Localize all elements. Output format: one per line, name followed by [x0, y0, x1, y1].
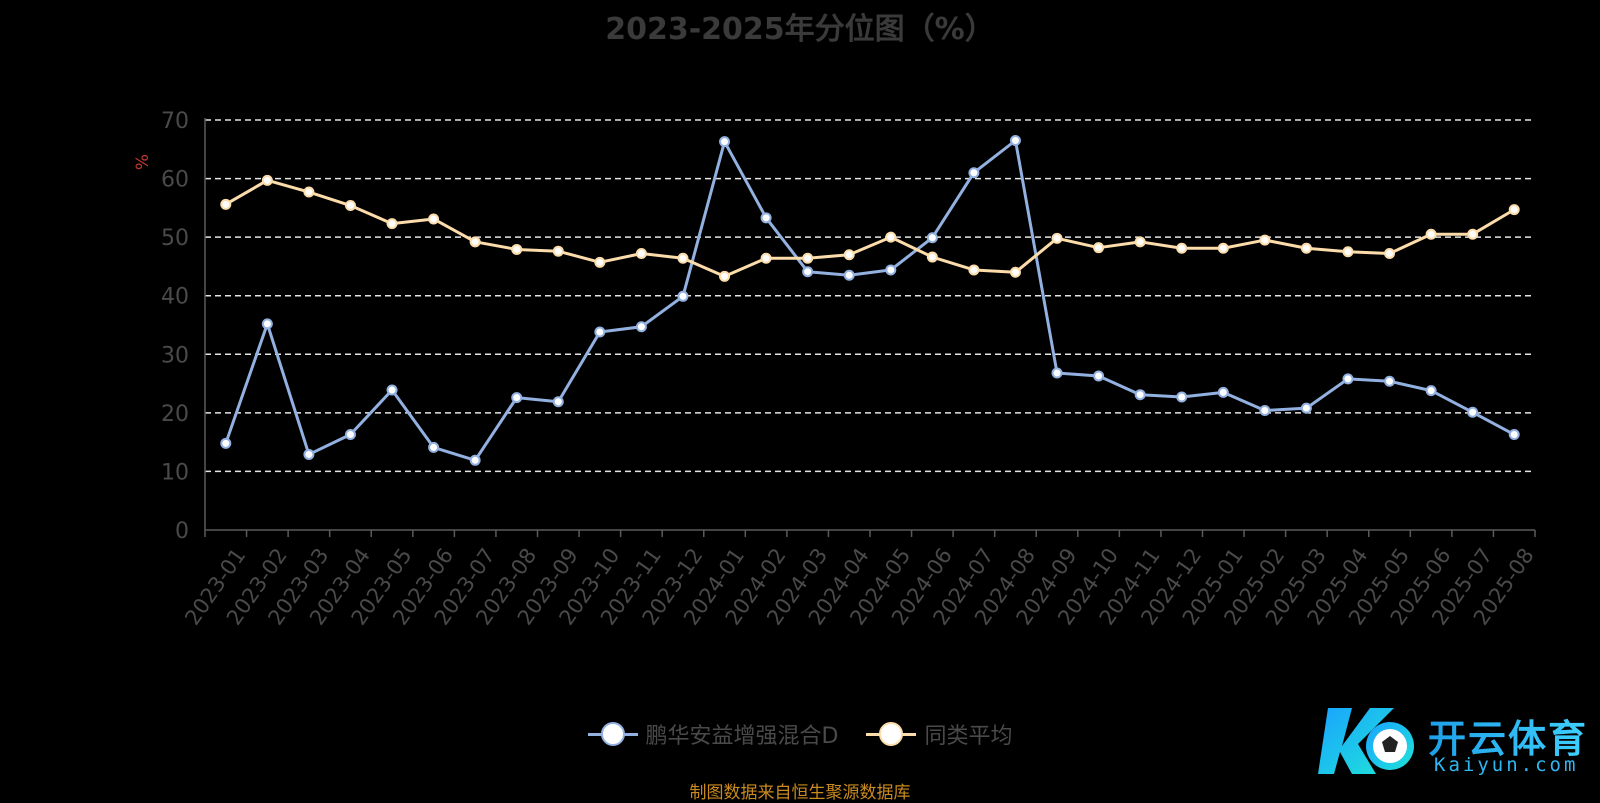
data-point-0[interactable]	[635, 321, 647, 333]
data-point-0[interactable]	[303, 448, 315, 460]
data-point-1[interactable]	[428, 213, 440, 225]
logo-text-en: Kaiyun.com	[1434, 754, 1579, 776]
data-point-1[interactable]	[1093, 242, 1105, 254]
legend-item-peer-average[interactable]: 同类平均	[866, 718, 1012, 750]
data-point-1[interactable]	[344, 200, 356, 212]
data-point-0[interactable]	[760, 212, 772, 224]
legend: 鹏华安益增强混合D 同类平均	[0, 718, 1600, 750]
data-point-1[interactable]	[386, 218, 398, 230]
data-point-1[interactable]	[552, 245, 564, 257]
data-point-0[interactable]	[1134, 389, 1146, 401]
logo-text-cn: 开云体育	[1428, 708, 1588, 763]
data-point-1[interactable]	[469, 236, 481, 248]
data-point-1[interactable]	[1425, 228, 1437, 240]
data-point-0[interactable]	[1009, 135, 1021, 146]
gridlines	[205, 119, 1535, 473]
y-tick-label: 40	[161, 285, 189, 310]
data-point-0[interactable]	[386, 384, 398, 396]
data-source-note: 制图数据来自恒生聚源数据库	[689, 783, 911, 803]
data-point-1[interactable]	[635, 248, 647, 260]
y-tick-label: 70	[161, 109, 189, 134]
legend-swatch-peer-average	[866, 722, 917, 746]
data-point-0[interactable]	[552, 396, 564, 408]
data-point-0[interactable]	[1051, 367, 1063, 379]
data-point-0[interactable]	[926, 232, 938, 244]
data-point-1[interactable]	[303, 186, 315, 198]
data-point-0[interactable]	[843, 269, 855, 281]
data-point-0[interactable]	[1176, 391, 1188, 403]
data-point-1[interactable]	[1009, 266, 1021, 278]
legend-label-peer-average: 同类平均	[924, 724, 1013, 749]
data-point-0[interactable]	[968, 167, 980, 179]
data-point-1[interactable]	[926, 251, 938, 263]
data-point-1[interactable]	[843, 249, 855, 261]
kaiyun-logo-icon	[1318, 708, 1414, 774]
y-tick-label: 10	[161, 460, 189, 485]
data-point-1[interactable]	[511, 243, 523, 255]
data-point-0[interactable]	[1508, 429, 1520, 441]
data-point-1[interactable]	[1176, 242, 1188, 254]
data-point-0[interactable]	[220, 437, 232, 449]
y-tick-label: 0	[175, 519, 189, 544]
data-point-1[interactable]	[1467, 228, 1479, 240]
data-point-0[interactable]	[1300, 402, 1312, 414]
data-point-0[interactable]	[469, 454, 481, 466]
data-point-0[interactable]	[344, 429, 356, 441]
kaiyun-logo: 开云体育 Kaiyun.com	[1318, 700, 1593, 780]
y-tick-label: 30	[161, 343, 189, 368]
data-point-1[interactable]	[1134, 236, 1146, 248]
data-point-1[interactable]	[760, 252, 772, 264]
data-point-0[interactable]	[1467, 406, 1479, 418]
data-point-0[interactable]	[802, 266, 814, 278]
data-point-1[interactable]	[677, 252, 689, 264]
chart-title: 2023-2025年分位图（%）	[605, 12, 995, 47]
data-point-0[interactable]	[1093, 370, 1105, 382]
data-point-0[interactable]	[885, 264, 897, 276]
data-point-1[interactable]	[1217, 242, 1229, 254]
data-point-1[interactable]	[594, 256, 606, 268]
data-point-0[interactable]	[511, 392, 523, 404]
legend-item-fund[interactable]: 鹏华安益增强混合D	[587, 718, 839, 750]
data-point-1[interactable]	[220, 198, 232, 210]
data-point-0[interactable]	[1342, 373, 1354, 385]
data-point-1[interactable]	[1259, 234, 1271, 246]
data-point-1[interactable]	[719, 270, 731, 282]
series	[220, 135, 1520, 466]
data-point-0[interactable]	[677, 290, 689, 302]
data-point-1[interactable]	[1300, 242, 1312, 254]
data-point-1[interactable]	[1051, 232, 1063, 244]
data-point-0[interactable]	[1425, 385, 1437, 397]
data-point-1[interactable]	[885, 231, 897, 243]
data-point-0[interactable]	[1259, 405, 1271, 417]
y-tick-label: 60	[161, 168, 189, 193]
data-point-1[interactable]	[1384, 248, 1396, 260]
data-point-1[interactable]	[261, 174, 273, 186]
data-point-0[interactable]	[1384, 375, 1396, 387]
series-line-0	[224, 139, 1515, 462]
legend-label-fund: 鹏华安益增强混合D	[645, 724, 839, 749]
data-point-0[interactable]	[594, 326, 606, 338]
data-point-0[interactable]	[1217, 386, 1229, 398]
legend-swatch-fund	[587, 722, 638, 746]
y-axis-unit-label: %	[133, 154, 153, 170]
data-point-1[interactable]	[1342, 246, 1354, 258]
data-point-0[interactable]	[261, 318, 273, 330]
data-point-0[interactable]	[719, 136, 731, 148]
series-line-1	[225, 178, 1515, 278]
y-tick-label: 20	[161, 402, 189, 427]
data-point-1[interactable]	[802, 252, 814, 264]
data-point-0[interactable]	[428, 441, 440, 453]
y-tick-label: 50	[161, 226, 189, 251]
axes: 0102030405060702023-012023-022023-032023…	[161, 109, 1539, 629]
data-point-1[interactable]	[1508, 204, 1520, 216]
data-point-1[interactable]	[968, 264, 980, 276]
